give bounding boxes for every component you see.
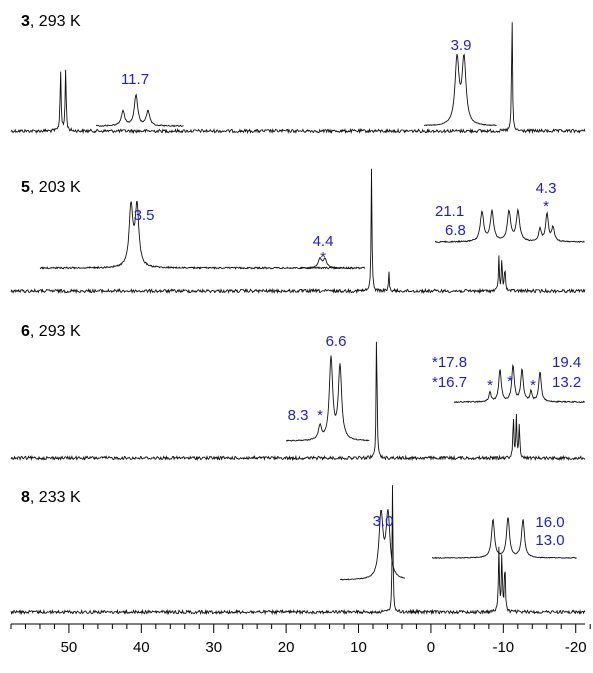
star-marker: * (487, 377, 493, 394)
inset-spectrum-8-left (340, 509, 406, 581)
x-tick-label: -20 (565, 639, 587, 656)
coupling-annotation: 6.8 (445, 222, 466, 239)
coupling-annotation: 21.1 (435, 203, 464, 220)
coupling-annotation: 3.5 (134, 207, 155, 224)
temperature-label: , 203 K (30, 179, 81, 196)
spectrum-trace-8 (10, 485, 586, 616)
compound-number: 6 (21, 323, 30, 340)
compound-number: 3 (21, 13, 30, 30)
coupling-annotation: 6.6 (326, 333, 347, 350)
coupling-annotation: 3.9 (451, 37, 472, 54)
coupling-annotation: *17.8 (432, 354, 467, 371)
inset-spectrum-5-right (434, 208, 585, 244)
inset-spectrum-6-right (453, 363, 586, 404)
coupling-annotation: 4.4 (313, 233, 334, 250)
inset-spectrum-8-right (432, 517, 577, 559)
coupling-annotation: 4.3 (536, 180, 557, 197)
inset-spectrum-5-left (39, 201, 366, 270)
x-tick-label: 30 (205, 639, 222, 656)
star-marker: * (317, 407, 323, 424)
coupling-annotation: 13.2 (552, 374, 581, 391)
x-axis: 50 40 30 20 10 0 -10 -20 (10, 623, 591, 656)
spectrum-trace-6 (10, 341, 586, 462)
spectrum-label-6: 6, 293 K (21, 323, 81, 340)
temperature-label: , 293 K (30, 323, 81, 340)
coupling-annotation: 11.7 (121, 71, 149, 88)
inset-spectrum-5-mid (299, 257, 345, 269)
coupling-annotation: 16.0 (535, 514, 564, 531)
temperature-label: , 293 K (30, 13, 81, 30)
star-marker: * (530, 377, 536, 394)
x-tick-label: -10 (492, 639, 514, 656)
temperature-label: , 233 K (30, 489, 81, 506)
spectra-insets (39, 53, 586, 581)
coupling-annotation: 19.4 (552, 354, 581, 371)
x-tick-label: 0 (427, 639, 435, 656)
star-marker: * (507, 373, 513, 390)
spectrum-trace-3 (10, 22, 586, 135)
spectrum-label-3: 3, 293 K (21, 13, 81, 30)
compound-number: 5 (21, 179, 30, 196)
coupling-annotation: 13.0 (535, 532, 564, 549)
x-tick-label: 40 (133, 639, 150, 656)
inset-spectrum-6-left (286, 355, 370, 442)
x-tick-label: 50 (61, 639, 78, 656)
inset-spectrum-3-left (95, 93, 184, 128)
spectra-traces (10, 22, 586, 616)
spectrum-label-5: 5, 203 K (21, 179, 81, 196)
spectrum-trace-5 (10, 168, 586, 295)
spectrum-label-8: 8, 233 K (21, 489, 81, 506)
x-tick-label: 20 (278, 639, 295, 656)
coupling-annotation: *16.7 (432, 374, 467, 391)
inset-spectrum-3-right (423, 53, 497, 127)
star-marker: * (320, 249, 326, 266)
coupling-annotation: 8.3 (288, 407, 309, 424)
star-marker: * (543, 198, 549, 215)
x-tick-label: 10 (350, 639, 367, 656)
compound-number: 8 (21, 489, 30, 506)
coupling-annotation: 3.0 (373, 513, 394, 530)
